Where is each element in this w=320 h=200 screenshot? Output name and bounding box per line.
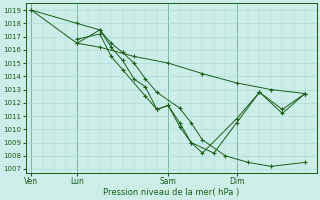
X-axis label: Pression niveau de la mer( hPa ): Pression niveau de la mer( hPa ): [103, 188, 239, 197]
